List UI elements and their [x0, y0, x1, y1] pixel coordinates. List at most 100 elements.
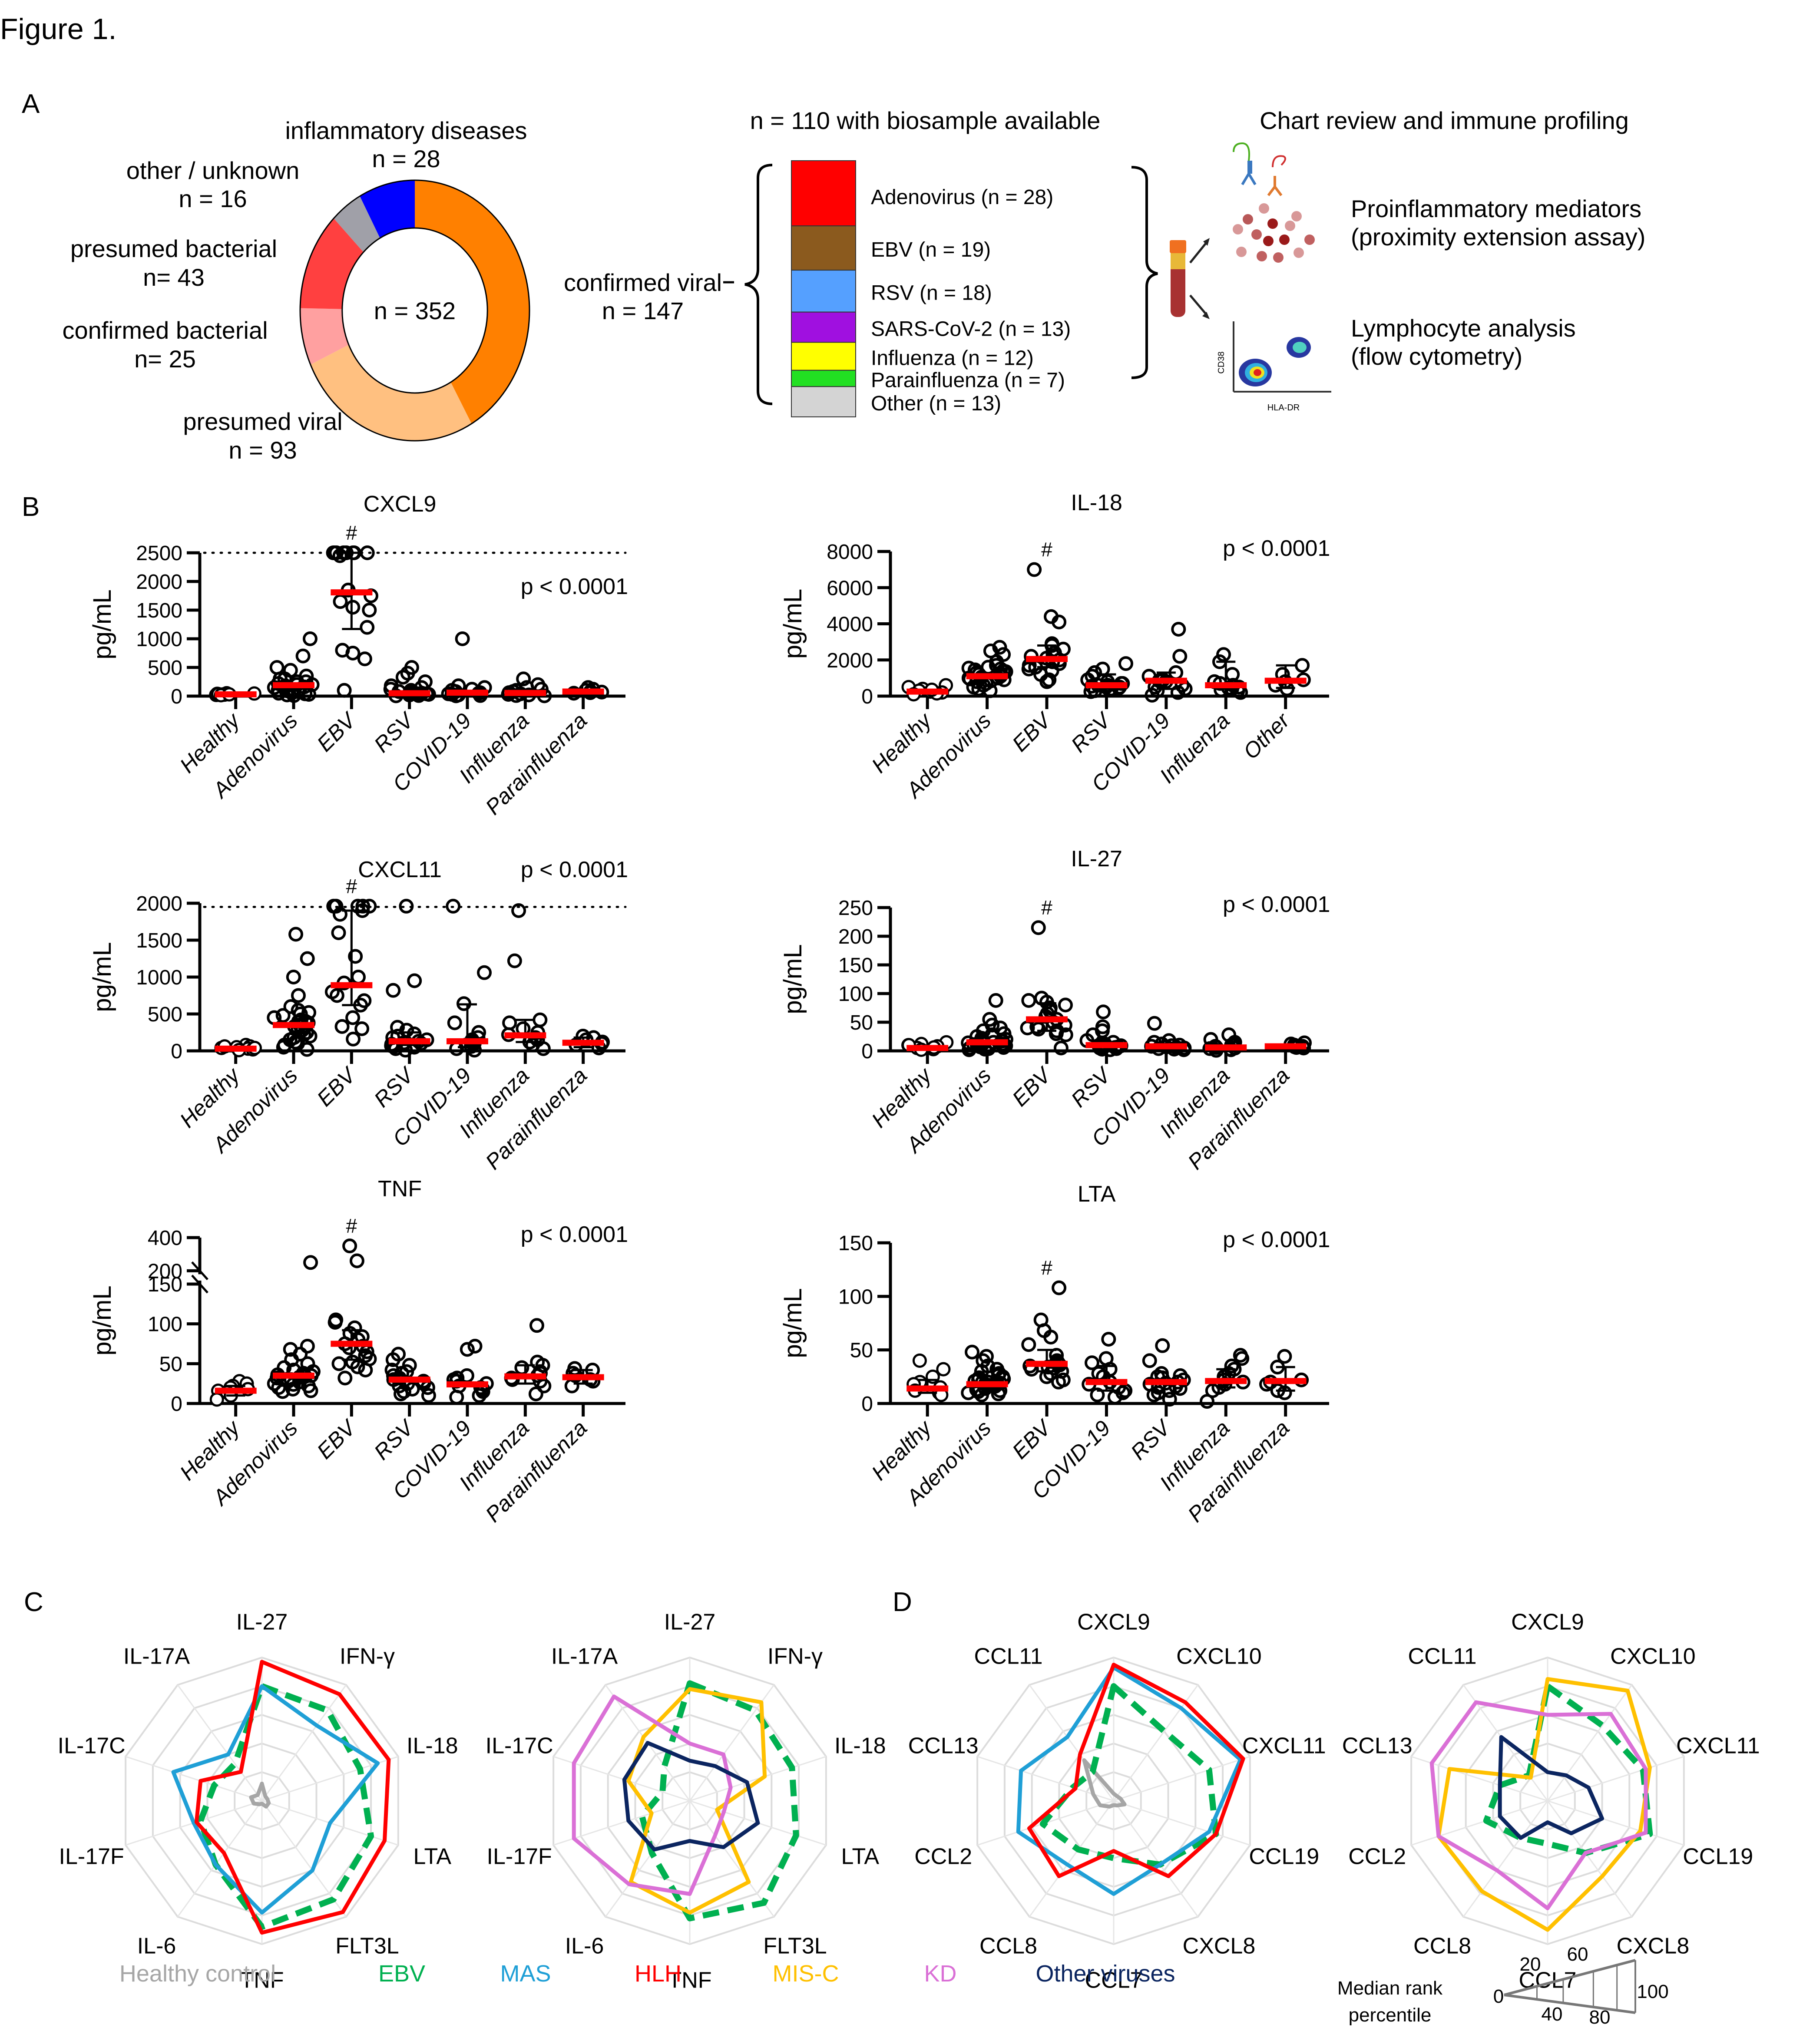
data-point	[337, 1370, 353, 1386]
data-point	[386, 983, 401, 998]
data-point	[528, 1386, 543, 1401]
molecule-dot	[1304, 234, 1315, 245]
radar-series-ebv	[1039, 1683, 1219, 1868]
data-point	[974, 1364, 989, 1379]
y-tick-label: 400	[148, 1227, 182, 1250]
profiling-title: Chart review and immune profiling	[1260, 107, 1629, 134]
viral-breakdown-bar: Adenovirus (n = 28) EBV (n = 19) RSV (n = …	[791, 160, 1071, 417]
radar-spoke	[977, 1756, 1114, 1802]
data-point	[1085, 1355, 1100, 1370]
radar-axis-label: IL-17C	[486, 1734, 553, 1759]
x-tick-label: RSV	[369, 1062, 420, 1112]
data-point	[331, 1356, 347, 1371]
legend-item: Other viruses	[1035, 1961, 1175, 1987]
radar-c-left: IL-27 IFN-γ IL-18 LTA FLT3L TNF IL-6 IL-17F IL-1…	[58, 1610, 458, 1993]
y-axis-label: pg/mL	[779, 1288, 807, 1358]
method-proinflammatory: Proinflammatory mediators (proximity ext…	[1351, 195, 1645, 251]
data-point	[1145, 687, 1160, 703]
data-point	[300, 1338, 315, 1354]
method-lymphocyte: Lymphocyte analysis (flow cytometry)	[1351, 314, 1576, 370]
radar-axis-label: CCL8	[979, 1934, 1037, 1959]
radar-series-hlh	[1027, 1663, 1245, 1879]
data-point	[460, 1342, 475, 1357]
data-point	[295, 648, 311, 664]
left-brace	[744, 164, 773, 405]
data-point	[1051, 1374, 1066, 1390]
data-point	[1118, 656, 1134, 671]
data-point	[472, 1388, 487, 1403]
data-point	[1021, 661, 1036, 677]
radar-axis-label: CXCL10	[1176, 1644, 1262, 1669]
protein-molecules-icon	[1233, 203, 1315, 263]
data-point	[275, 1008, 291, 1023]
data-point	[209, 1392, 224, 1407]
y-axis-label: pg/mL	[88, 1285, 116, 1355]
flow-y-label: CD38	[1217, 351, 1226, 373]
radar-axis-label: CCL19	[1249, 1844, 1319, 1869]
radar-axis-label: CXCL9	[1077, 1610, 1150, 1635]
figure-title: Figure 1.	[0, 13, 116, 46]
data-point	[342, 1238, 357, 1254]
y-axis-label: pg/mL	[88, 942, 116, 1012]
chart-title: CXCL11	[358, 857, 442, 882]
svg-text:n = 16: n = 16	[179, 185, 247, 212]
legend-item: MIS-C	[773, 1961, 839, 1987]
panel-label-a: A	[22, 89, 40, 119]
data-point	[502, 1015, 517, 1030]
molecule-dot	[1259, 203, 1269, 214]
radar-spoke	[1547, 1800, 1633, 1917]
y-tick-label: 200	[148, 1260, 182, 1283]
x-tick-label: EBV	[1007, 707, 1057, 756]
radar-axis-label: IL-27	[664, 1610, 716, 1635]
data-point	[276, 1040, 291, 1055]
data-point	[286, 970, 301, 984]
p-value-annotation: p < 0.0001	[521, 857, 628, 882]
data-point	[1058, 1027, 1073, 1043]
scale-edge	[1504, 1994, 1636, 2014]
svg-text:n= 43: n= 43	[143, 264, 205, 291]
y-tick-label: 4000	[827, 613, 873, 636]
donut-slice	[310, 344, 472, 441]
radar-axis-label: IL-17F	[59, 1844, 124, 1869]
p-value-annotation: p < 0.0001	[1223, 1227, 1330, 1252]
y-tick-label: 250	[838, 897, 873, 920]
panel-label-b: B	[22, 492, 40, 522]
svg-text:presumed viral: presumed viral	[183, 408, 342, 435]
data-point	[288, 927, 304, 942]
radar-spoke	[1113, 1800, 1199, 1917]
median-rank-scale: Median rank percentile 0 20 40 60 80 100	[1337, 1944, 1669, 2028]
data-point	[358, 1362, 373, 1377]
data-point	[354, 1021, 370, 1036]
radar-spoke	[1547, 1756, 1684, 1802]
data-point	[301, 1005, 317, 1020]
molecule-dot	[1294, 248, 1304, 258]
data-point	[348, 949, 363, 964]
x-tick-label: Parainfluenza	[481, 1416, 592, 1527]
svg-text:n = 147: n = 147	[602, 297, 684, 324]
radar-axis-label: IL-17F	[487, 1844, 552, 1869]
radar-series-other-viruses	[1498, 1735, 1605, 1840]
donut-chart	[299, 179, 530, 442]
data-point	[507, 953, 522, 968]
data-point	[275, 1384, 290, 1399]
arrow-up-icon	[1189, 238, 1210, 264]
donut-outline	[299, 179, 530, 442]
y-tick-label: 0	[861, 1393, 873, 1416]
y-axis-label: pg/mL	[88, 589, 116, 659]
data-point	[1090, 1387, 1105, 1403]
radar-axis-label: IL-27	[236, 1610, 288, 1635]
radar-axis-label: LTA	[841, 1844, 879, 1869]
donut-label-presumed-viral: presumed viral n = 93	[183, 408, 342, 464]
data-point	[529, 1318, 544, 1333]
data-point	[536, 1378, 552, 1393]
molecule-dot	[1233, 224, 1243, 234]
molecule-dot	[1285, 221, 1295, 231]
data-point	[1155, 1338, 1170, 1353]
data-point	[303, 1255, 318, 1270]
y-tick-label: 0	[171, 1393, 182, 1416]
radar-axis-label: IL-18	[407, 1734, 458, 1759]
y-axis-label: pg/mL	[779, 589, 807, 659]
radar-axis-label: CXCL8	[1617, 1934, 1690, 1959]
